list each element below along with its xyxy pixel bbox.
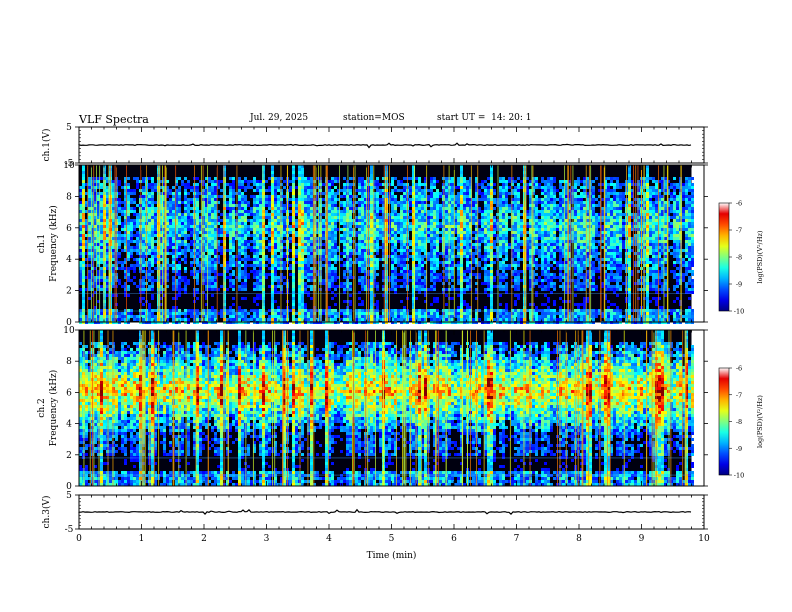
- ch1-spectrogram-colorbar-tick-label: -10: [734, 308, 744, 316]
- x-tick-label: 7: [514, 534, 520, 544]
- ch2-spectrogram-ylabel: Frequency (kHz): [48, 370, 59, 447]
- x-tick-label: 1: [139, 534, 145, 544]
- ch1-waveform-ytick-label: -5: [65, 159, 74, 169]
- ch2-spectrogram-colorbar-tick-label: -8: [736, 418, 742, 426]
- x-tick-label: 3: [264, 534, 270, 544]
- figure-title: VLF Spectra: [79, 113, 149, 126]
- station-label: station=MOS: [343, 113, 405, 123]
- ch1-spectrogram-ytick-label: 10: [63, 161, 75, 171]
- ch2-spectrogram-colorbar-tick-label: -6: [736, 365, 742, 373]
- x-tick-label: 2: [201, 534, 207, 544]
- ch2-spectrogram-ytick-label: 6: [66, 388, 72, 398]
- ch2-spectrogram-ytick-label: 10: [63, 326, 75, 336]
- ch1-waveform-ytick-label: 5: [66, 123, 72, 133]
- ch3-waveform-ytick-label: 5: [66, 491, 72, 501]
- x-tick-label: 8: [576, 534, 582, 544]
- x-tick-label: 0: [76, 534, 82, 544]
- ch2-spectrogram-colorbar-tick-label: -10: [734, 472, 744, 480]
- ch2-spectrogram-ytick-label: 4: [66, 420, 72, 430]
- x-tick-label: 5: [389, 534, 395, 544]
- ch1-spectrogram-colorbar-tick-label: -6: [736, 200, 742, 208]
- x-tick-label: 6: [451, 534, 457, 544]
- ch2-spectrogram-channel-label: ch.2: [37, 398, 47, 417]
- x-tick-label: 9: [639, 534, 645, 544]
- ch3-waveform-trace: [78, 508, 692, 515]
- ch1-spectrogram-image: [79, 165, 694, 324]
- ch1-spectrogram-ylabel: Frequency (kHz): [48, 205, 59, 282]
- ch2-spectrogram-image: [79, 330, 694, 486]
- ch1-spectrogram-channel-label: ch.1: [37, 234, 47, 253]
- ch1-spectrogram-ytick-label: 0: [66, 318, 72, 328]
- ch1-waveform-ylabel: ch.1(V): [41, 129, 52, 162]
- x-axis-label: Time (min): [367, 550, 417, 561]
- ch1-spectrogram-ytick-label: 2: [66, 287, 72, 297]
- ch2-spectrogram-ytick-label: 0: [66, 482, 72, 492]
- ch1-spectrogram-colorbar-label: log(PSD)(V²/Hz): [756, 230, 764, 283]
- ch1-spectrogram-colorbar-tick-label: -7: [736, 227, 742, 235]
- ch2-spectrogram-ytick-label: 8: [66, 357, 72, 367]
- ch1-waveform-trace: [78, 142, 692, 149]
- ch1-spectrogram-ytick-label: 8: [66, 192, 72, 202]
- x-tick-label: 10: [698, 534, 710, 544]
- ch1-spectrogram-ytick-label: 6: [66, 224, 72, 234]
- ch2-spectrogram-colorbar: [718, 367, 730, 476]
- ch1-spectrogram-colorbar-tick-label: -9: [736, 281, 742, 289]
- ch3-waveform-ytick-label: -5: [65, 525, 74, 535]
- ch2-spectrogram-colorbar-tick-label: -7: [736, 391, 742, 399]
- ch1-spectrogram-colorbar: [718, 202, 730, 312]
- ch1-spectrogram-ytick-label: 4: [66, 255, 72, 265]
- ch1-spectrogram-colorbar-tick-label: -8: [736, 254, 742, 262]
- start-time-label: start UT = 14: 20: 1: [437, 113, 532, 123]
- date-label: Jul. 29, 2025: [250, 113, 309, 123]
- ch2-spectrogram-ytick-label: 2: [66, 451, 72, 461]
- ch2-spectrogram-colorbar-label: log(PSD)(V²/Hz): [756, 395, 764, 448]
- x-tick-label: 4: [326, 534, 332, 544]
- ch2-spectrogram-colorbar-tick-label: -9: [736, 445, 742, 453]
- ch3-waveform-ylabel: ch.3(V): [41, 496, 52, 529]
